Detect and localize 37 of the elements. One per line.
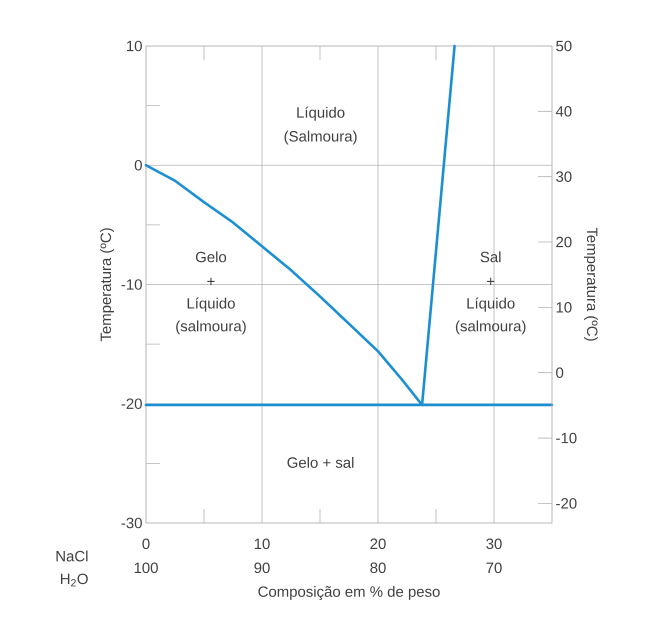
x-tick-label: 0 [142,538,150,550]
annotation: Líquido [297,106,344,121]
y-tick-label: 0 [134,160,142,171]
annotation: (Salmoura) [284,130,357,145]
annotation: (salmoura) [176,320,246,334]
annotation: + [487,278,494,286]
x-axis-title: Composição em % de peso [258,586,440,600]
y2-tick-label: 40 [556,106,572,117]
x2-tick-label: 70 [486,562,502,574]
y-tick-label: -20 [122,398,142,410]
y2-tick-label: 30 [556,171,572,182]
y2-tick-label: 50 [556,40,572,52]
x-tick-label: 20 [370,538,386,550]
annotation: Líquido [188,297,235,312]
y2-tick-label: 0 [556,367,564,378]
y2-tick-label: -10 [556,432,577,444]
x2-tick-label: 80 [370,562,386,574]
y-tick-label: 10 [127,40,142,52]
y-tick-label: -30 [122,518,142,528]
y2-tick-label: 10 [556,302,572,313]
annotation: Gelo + sal [287,456,354,468]
y2-tick-label: -20 [556,498,577,509]
annotation: Líquido [467,297,515,312]
text: H$_{2}$O [60,574,88,586]
y2-axis-title: Temperatura (ºC) [584,228,598,341]
annotation: Sal [480,251,500,262]
x2-tick-label: 100 [134,562,158,574]
y-axis-title: Temperatura (ºC) [100,228,114,342]
y2-tick-label: 20 [556,236,572,248]
x-tick-label: 10 [254,538,270,550]
annotation: + [207,278,215,286]
annotation: (salmoura) [456,320,526,334]
x2-tick-label: 90 [254,562,270,574]
annotation: Gelo [196,251,226,262]
text: NaCl [56,550,88,562]
x-tick-label: 30 [486,538,502,550]
y-tick-label: -10 [122,279,142,290]
